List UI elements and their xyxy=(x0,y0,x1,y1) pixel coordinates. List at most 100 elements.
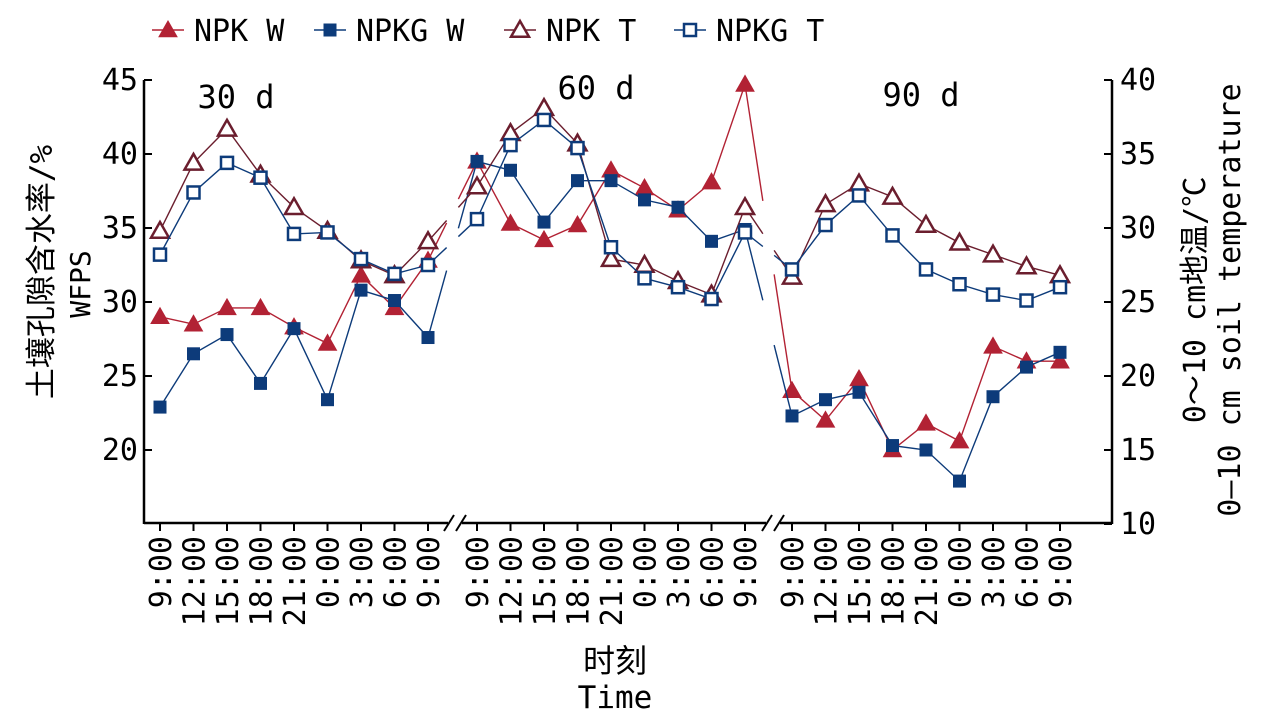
right-tick-label: 10 xyxy=(1120,507,1156,542)
legend-item: NPKG W xyxy=(314,14,465,49)
data-point-npkg-t xyxy=(985,287,1001,302)
data-point-npk-w xyxy=(351,265,371,283)
x-tick-label: 18:00 xyxy=(877,536,912,626)
data-point-npkg-t xyxy=(219,155,235,171)
data-point-npkg-t xyxy=(670,279,686,295)
data-point-npkg-w xyxy=(705,234,718,248)
data-point-npk-t xyxy=(733,195,757,216)
legend: NPK W NPKG W NPK T NPKG T xyxy=(152,14,824,49)
data-point-npk-w xyxy=(815,410,836,428)
series-break-connector xyxy=(427,270,448,338)
data-point-npkg-w xyxy=(537,215,551,229)
data-point-npk-t xyxy=(532,96,556,117)
legend-item: NPK T xyxy=(504,14,636,49)
data-point-npkg-t xyxy=(253,170,268,185)
axis-break-mark xyxy=(443,514,455,532)
x-tick-label: 6:00 xyxy=(1011,536,1046,608)
x-tick-label: 3:00 xyxy=(977,536,1012,608)
data-point-npkg-t xyxy=(286,226,302,242)
data-point-npk-w xyxy=(849,368,869,387)
series-npk-w xyxy=(150,74,1070,458)
data-point-npk-w xyxy=(317,333,338,351)
data-point-npkg-w xyxy=(254,376,267,390)
legend-marker xyxy=(508,18,532,38)
series-break-connector xyxy=(773,344,793,417)
data-point-npkg-w xyxy=(1020,360,1033,374)
data-point-npkg-w xyxy=(504,163,517,177)
left-y-ticks: 20 25 30 35 40 45 xyxy=(102,63,152,468)
data-point-npkg-t xyxy=(186,185,201,200)
data-point-npkg-w xyxy=(187,347,200,361)
left-tick-label: 35 xyxy=(102,211,138,246)
x-tick-label: 15:00 xyxy=(211,536,246,626)
x-tick-label: 9:00 xyxy=(1044,536,1079,608)
data-point-npk-t xyxy=(282,195,306,216)
data-point-npk-t xyxy=(215,117,239,137)
left-tick-label: 25 xyxy=(102,359,138,394)
series-break-connector xyxy=(457,161,478,229)
data-point-npkg-t xyxy=(570,140,585,156)
right-tick-label: 20 xyxy=(1120,359,1156,394)
data-point-npkg-t xyxy=(737,225,753,240)
data-point-npkg-w xyxy=(388,294,401,308)
data-point-npkg-t xyxy=(1052,279,1068,295)
series-line-npkg-t xyxy=(159,162,429,275)
left-tick-label: 45 xyxy=(102,63,138,98)
data-point-npkg-w xyxy=(354,283,368,297)
x-tick-label: 15:00 xyxy=(843,536,878,626)
data-point-npkg-w xyxy=(287,322,301,336)
axis-break-mark xyxy=(455,514,467,532)
x-tick-label: 9:00 xyxy=(729,536,764,608)
y-left-title-2: WFPS xyxy=(64,250,97,317)
right-y-ticks: 10 15 20 25 30 35 40 xyxy=(1104,63,1156,542)
data-point-npk-t xyxy=(814,192,837,213)
data-point-npk-w xyxy=(500,213,521,231)
data-point-npkg-w xyxy=(470,154,484,168)
data-point-npk-w xyxy=(735,74,755,92)
x-tick-label: 3:00 xyxy=(662,536,697,608)
series-npkg-t xyxy=(152,112,1068,308)
data-point-npkg-w xyxy=(321,393,334,407)
axis-break-mark xyxy=(773,514,785,532)
x-tick-label: 18:00 xyxy=(562,536,597,626)
data-point-npkg-t xyxy=(885,228,900,243)
data-point-npkg-w xyxy=(153,400,167,414)
y-right-title: 0～10 cm地温/℃ xyxy=(1178,177,1213,423)
segment-label: 30 d xyxy=(197,78,274,116)
x-tick-label: 6:00 xyxy=(696,536,731,608)
data-point-npk-t xyxy=(948,231,971,251)
data-point-npkg-t xyxy=(818,217,833,233)
data-point-npk-t xyxy=(881,185,904,205)
axis-break-mark xyxy=(761,514,773,532)
x-tick-label: 12:00 xyxy=(810,536,845,626)
left-tick-label: 40 xyxy=(102,137,138,172)
data-point-npkg-w xyxy=(571,174,584,188)
data-point-npk-t xyxy=(981,243,1005,263)
segment-labels: 30 d 60 d 90 d xyxy=(197,69,959,116)
data-point-npk-w xyxy=(983,336,1003,354)
data-point-npkg-w xyxy=(819,393,832,407)
segment-label: 60 d xyxy=(557,69,634,107)
x-tick-label: 21:00 xyxy=(278,536,313,626)
data-point-npkg-w xyxy=(1053,345,1067,359)
data-point-npkg-w xyxy=(785,409,799,423)
segment-label: 90 d xyxy=(882,76,959,114)
data-point-npkg-t xyxy=(704,291,719,307)
data-point-npk-w xyxy=(567,215,588,233)
legend-marker xyxy=(323,23,337,37)
data-point-npkg-w xyxy=(986,390,1000,404)
right-tick-label: 15 xyxy=(1120,433,1156,468)
data-point-npkg-t xyxy=(152,247,168,262)
y-left-title: 土壤孔隙含水率/% xyxy=(24,145,60,400)
data-point-npkg-w xyxy=(953,474,966,488)
series-break-connector xyxy=(427,222,448,261)
data-point-npk-w xyxy=(150,306,170,325)
x-tick-label: 9:00 xyxy=(412,536,447,608)
x-tick-label: 9:00 xyxy=(776,536,811,608)
x-tick-label: 9:00 xyxy=(144,536,179,608)
x-tick-label: 21:00 xyxy=(595,536,630,626)
x-tick-label: 15:00 xyxy=(528,536,563,626)
data-point-npkg-t xyxy=(469,211,485,227)
